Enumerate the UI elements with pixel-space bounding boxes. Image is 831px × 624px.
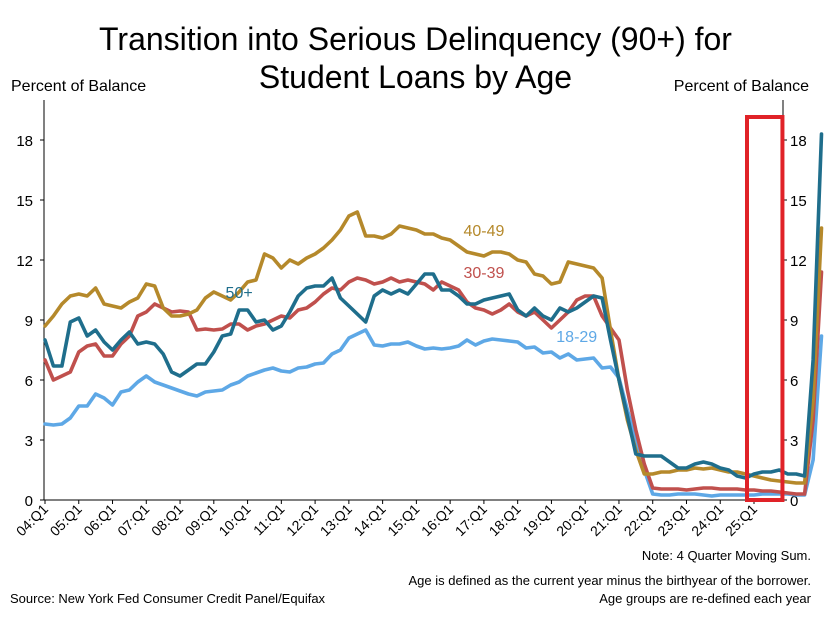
x-tick-label: 25:Q1 — [722, 501, 760, 539]
x-tick-label: 05:Q1 — [47, 501, 85, 539]
series-line-30-39 — [43, 270, 824, 496]
x-tick-label: 18:Q1 — [486, 501, 524, 539]
series-label-30-39: 30-39 — [463, 265, 504, 282]
y-tick-label-left: 0 — [25, 493, 33, 510]
y-axis-label-right: Percent of Balance — [673, 78, 809, 95]
x-tick-label: 13:Q1 — [317, 501, 355, 539]
x-tick-label: 14:Q1 — [350, 501, 388, 539]
chart-title: Transition into Serious Delinquency (90+… — [0, 20, 831, 96]
y-tick-label-right: 18 — [790, 133, 807, 150]
y-tick-label-right: 0 — [790, 493, 798, 510]
x-tick-label: 19:Q1 — [519, 501, 557, 539]
y-axis-label-left: Percent of Balance — [11, 78, 147, 95]
y-tick-label-left: 3 — [25, 433, 33, 450]
note-age-definition: Age is defined as the current year minus… — [408, 573, 812, 588]
series-line-40-49 — [43, 210, 824, 485]
y-tick-label-right: 15 — [790, 193, 807, 210]
series-line-50+ — [43, 132, 824, 480]
series-label-40-49: 40-49 — [463, 223, 504, 240]
series-line-18-29 — [43, 328, 824, 498]
x-tick-label: 07:Q1 — [114, 501, 152, 539]
chart-title-line-1: Transition into Serious Delinquency (90+… — [99, 21, 732, 57]
x-tick-label: 22:Q1 — [621, 501, 659, 539]
x-tick-label: 17:Q1 — [452, 501, 490, 539]
x-tick-label: 09:Q1 — [182, 501, 220, 539]
y-tick-label-left: 15 — [16, 193, 33, 210]
chart-series-labels: 18-29 30-39 40-49 50+ — [226, 223, 598, 346]
series-label-50+: 50+ — [226, 285, 253, 302]
x-tick-label: 15:Q1 — [384, 501, 422, 539]
x-tick-label: 06:Q1 — [80, 501, 118, 539]
y-tick-label-right: 3 — [790, 433, 798, 450]
x-tick-label: 20:Q1 — [553, 501, 591, 539]
y-tick-label-left: 9 — [25, 313, 33, 330]
x-tick-label: 23:Q1 — [654, 501, 692, 539]
x-tick-label: 24:Q1 — [688, 501, 726, 539]
x-tick-label: 11:Q1 — [250, 501, 288, 539]
x-tick-label: 10:Q1 — [215, 501, 253, 539]
chart-series — [43, 132, 824, 498]
y-tick-label-left: 18 — [16, 133, 33, 150]
chart-title-line-2: Student Loans by Age — [258, 59, 573, 95]
y-tick-label-left: 12 — [16, 253, 33, 270]
y-tick-label-left: 6 — [25, 373, 33, 390]
x-tick-label: 12:Q1 — [283, 501, 321, 539]
highlight-rectangle — [745, 115, 785, 502]
y-tick-label-right: 12 — [790, 253, 807, 270]
x-tick-label: 16:Q1 — [418, 501, 456, 539]
note-age-groups: Age groups are re-defined each year — [599, 591, 811, 606]
source-note: Source: New York Fed Consumer Credit Pan… — [10, 591, 326, 606]
x-tick-label: 21:Q1 — [587, 501, 625, 539]
y-tick-label-right: 6 — [790, 373, 798, 390]
y-tick-label-right: 9 — [790, 313, 798, 330]
note-moving-sum: Note: 4 Quarter Moving Sum. — [641, 548, 811, 563]
x-tick-label: 08:Q1 — [148, 501, 186, 539]
highlight-box — [745, 115, 785, 502]
series-label-18-29: 18-29 — [556, 329, 597, 346]
